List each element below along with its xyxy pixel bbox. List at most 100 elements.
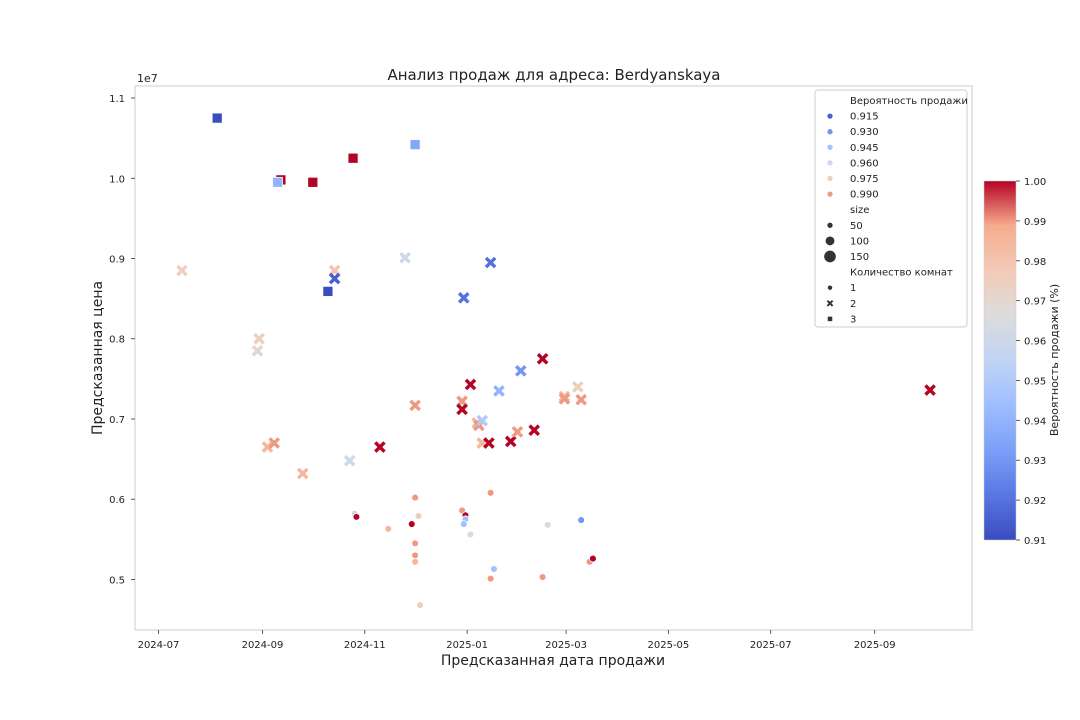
data-points (176, 112, 936, 609)
data-point (536, 352, 549, 365)
data-point (464, 378, 477, 391)
x-tick-label: 2025-05 (648, 640, 690, 651)
legend-style-swatch (826, 300, 834, 307)
data-point (577, 516, 585, 524)
y-tick-label: 0.8 (109, 335, 125, 346)
y-tick-label: 0.5 (109, 575, 125, 586)
x-tick-label: 2024-09 (242, 640, 284, 651)
legend-hue-swatch (826, 112, 834, 120)
colorbar-tick-label: 1.00 (1024, 177, 1046, 188)
colorbar-tick-label: 0.91 (1024, 536, 1046, 547)
colorbar-tick-label: 0.94 (1024, 416, 1046, 427)
data-point (543, 521, 552, 529)
data-point (575, 393, 587, 406)
data-point (476, 414, 489, 427)
x-axis-label: Предсказанная дата продажи (441, 653, 665, 669)
data-point (251, 344, 264, 357)
legend-hue-swatch (826, 128, 834, 136)
data-point (486, 489, 495, 497)
data-point (322, 286, 334, 297)
legend-hue-entry: 0.960 (850, 158, 879, 169)
colorbar-tick-label: 0.99 (1024, 217, 1046, 228)
data-point (456, 403, 468, 416)
legend-style-entry: 3 (850, 314, 856, 325)
data-point (414, 512, 423, 520)
data-point (384, 525, 393, 533)
data-point (352, 513, 361, 521)
colorbar-tick-label: 0.97 (1024, 297, 1046, 308)
data-point (589, 554, 597, 563)
data-point (558, 393, 571, 405)
data-point (408, 520, 416, 528)
legend-size-swatch (824, 235, 836, 247)
data-point (490, 565, 498, 573)
data-point (374, 441, 386, 453)
data-point (399, 251, 411, 264)
data-point (347, 152, 359, 164)
legend-style-entry: 1 (850, 283, 856, 294)
y-tick-label: 0.6 (109, 495, 125, 506)
data-point (457, 292, 470, 304)
colorbar-tick-label: 0.95 (1024, 376, 1046, 387)
data-point (411, 558, 419, 566)
data-point (514, 365, 527, 377)
data-point (328, 272, 341, 285)
data-point (466, 530, 475, 539)
x-tick-label: 2025-07 (750, 640, 792, 651)
data-point (528, 424, 541, 437)
x-tick-label: 2025-09 (854, 640, 896, 651)
chart-title: Анализ продаж для адреса: Berdyanskaya (387, 66, 720, 84)
y-tick-label: 0.9 (109, 255, 125, 266)
data-point (411, 493, 419, 502)
data-point (268, 437, 281, 449)
data-point (411, 551, 419, 560)
data-point (272, 176, 283, 188)
data-point (493, 385, 505, 397)
data-point (460, 520, 468, 528)
legend-box (814, 89, 968, 328)
colorbar-label: Вероятность продажи (%) (1048, 284, 1061, 436)
y-offset-label: 1e7 (137, 72, 158, 85)
legend-hue-title: Вероятность продажи (850, 96, 968, 107)
x-tick-label: 2024-07 (138, 640, 180, 651)
legend-size-swatch (826, 221, 834, 229)
data-point (409, 139, 421, 150)
legend-hue-entry: 0.975 (850, 174, 879, 185)
data-point (504, 435, 517, 448)
data-point (296, 467, 309, 480)
colorbar: Вероятность продажи (%) 0.91 0.92 0.93 0.94… (983, 177, 1061, 547)
colorbar-gradient (983, 180, 1017, 541)
legend-style-title: Количество комнат (850, 268, 953, 279)
data-point (307, 176, 319, 188)
data-point (343, 454, 356, 467)
legend-size-entry: 100 (850, 236, 869, 247)
x-tick-label: 2025-01 (446, 640, 488, 651)
legend-hue-entry: 0.915 (850, 112, 879, 123)
legend-size-entry: 150 (850, 252, 869, 263)
data-point (511, 425, 524, 438)
x-tick-label: 2025-03 (545, 640, 587, 651)
data-point (176, 264, 188, 277)
legend-hue-entry: 0.990 (850, 190, 879, 201)
data-point (211, 112, 223, 124)
legend: Вероятность продажи 0.915 0.930 0.945 0.960 0… (814, 89, 968, 328)
data-point (486, 574, 495, 583)
data-point (409, 399, 421, 412)
data-point (538, 573, 547, 581)
legend-style-swatch (827, 284, 833, 291)
x-axis-ticks: 2024-07 2024-09 2024-11 2025-01 2025-03 2025-… (138, 630, 896, 651)
legend-size-entry: 50 (850, 221, 863, 232)
legend-size-title: size (850, 205, 869, 216)
colorbar-tick-label: 0.93 (1024, 456, 1046, 467)
data-point (253, 332, 265, 345)
data-point (572, 381, 584, 393)
legend-hue-swatch (826, 190, 834, 198)
colorbar-tick-label: 0.98 (1024, 257, 1046, 268)
y-tick-label: 1.0 (109, 174, 125, 185)
data-point (924, 384, 936, 396)
data-point (483, 437, 495, 449)
y-axis-ticks: 0.5 0.6 0.7 0.8 0.9 1.0 1.1 (109, 94, 135, 586)
legend-hue-entry: 0.930 (850, 127, 879, 138)
y-tick-label: 1.1 (109, 94, 125, 105)
legend-hue-swatch (826, 143, 834, 151)
